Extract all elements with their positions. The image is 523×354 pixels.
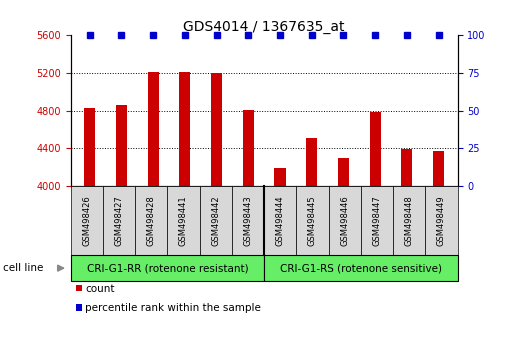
Text: GSM498428: GSM498428 [147,195,156,246]
Text: GSM498446: GSM498446 [340,195,349,246]
Bar [338,158,349,186]
Text: CRI-G1-RS (rotenone sensitive): CRI-G1-RS (rotenone sensitive) [280,263,442,273]
Bar [147,72,158,186]
Title: GDS4014 / 1367635_at: GDS4014 / 1367635_at [184,21,345,34]
Text: GSM498447: GSM498447 [372,195,381,246]
Text: cell line: cell line [3,263,43,273]
Bar [433,150,444,186]
Text: count: count [85,284,115,293]
Text: GSM498449: GSM498449 [437,195,446,246]
Bar [306,138,317,186]
Text: GSM498441: GSM498441 [179,195,188,246]
Bar [243,110,254,186]
Text: GSM498443: GSM498443 [244,195,253,246]
Text: GSM498448: GSM498448 [405,195,414,246]
Bar [401,149,413,186]
Bar [370,112,381,186]
Bar [211,73,222,186]
Text: GSM498445: GSM498445 [308,195,317,246]
Text: GSM498442: GSM498442 [211,195,220,246]
Bar [179,72,190,186]
Text: GSM498427: GSM498427 [115,195,123,246]
Text: percentile rank within the sample: percentile rank within the sample [85,303,261,313]
Bar [116,105,127,186]
Bar [84,108,95,186]
Bar [275,167,286,186]
Text: GSM498426: GSM498426 [82,195,91,246]
Text: CRI-G1-RR (rotenone resistant): CRI-G1-RR (rotenone resistant) [86,263,248,273]
Text: GSM498444: GSM498444 [276,195,285,246]
